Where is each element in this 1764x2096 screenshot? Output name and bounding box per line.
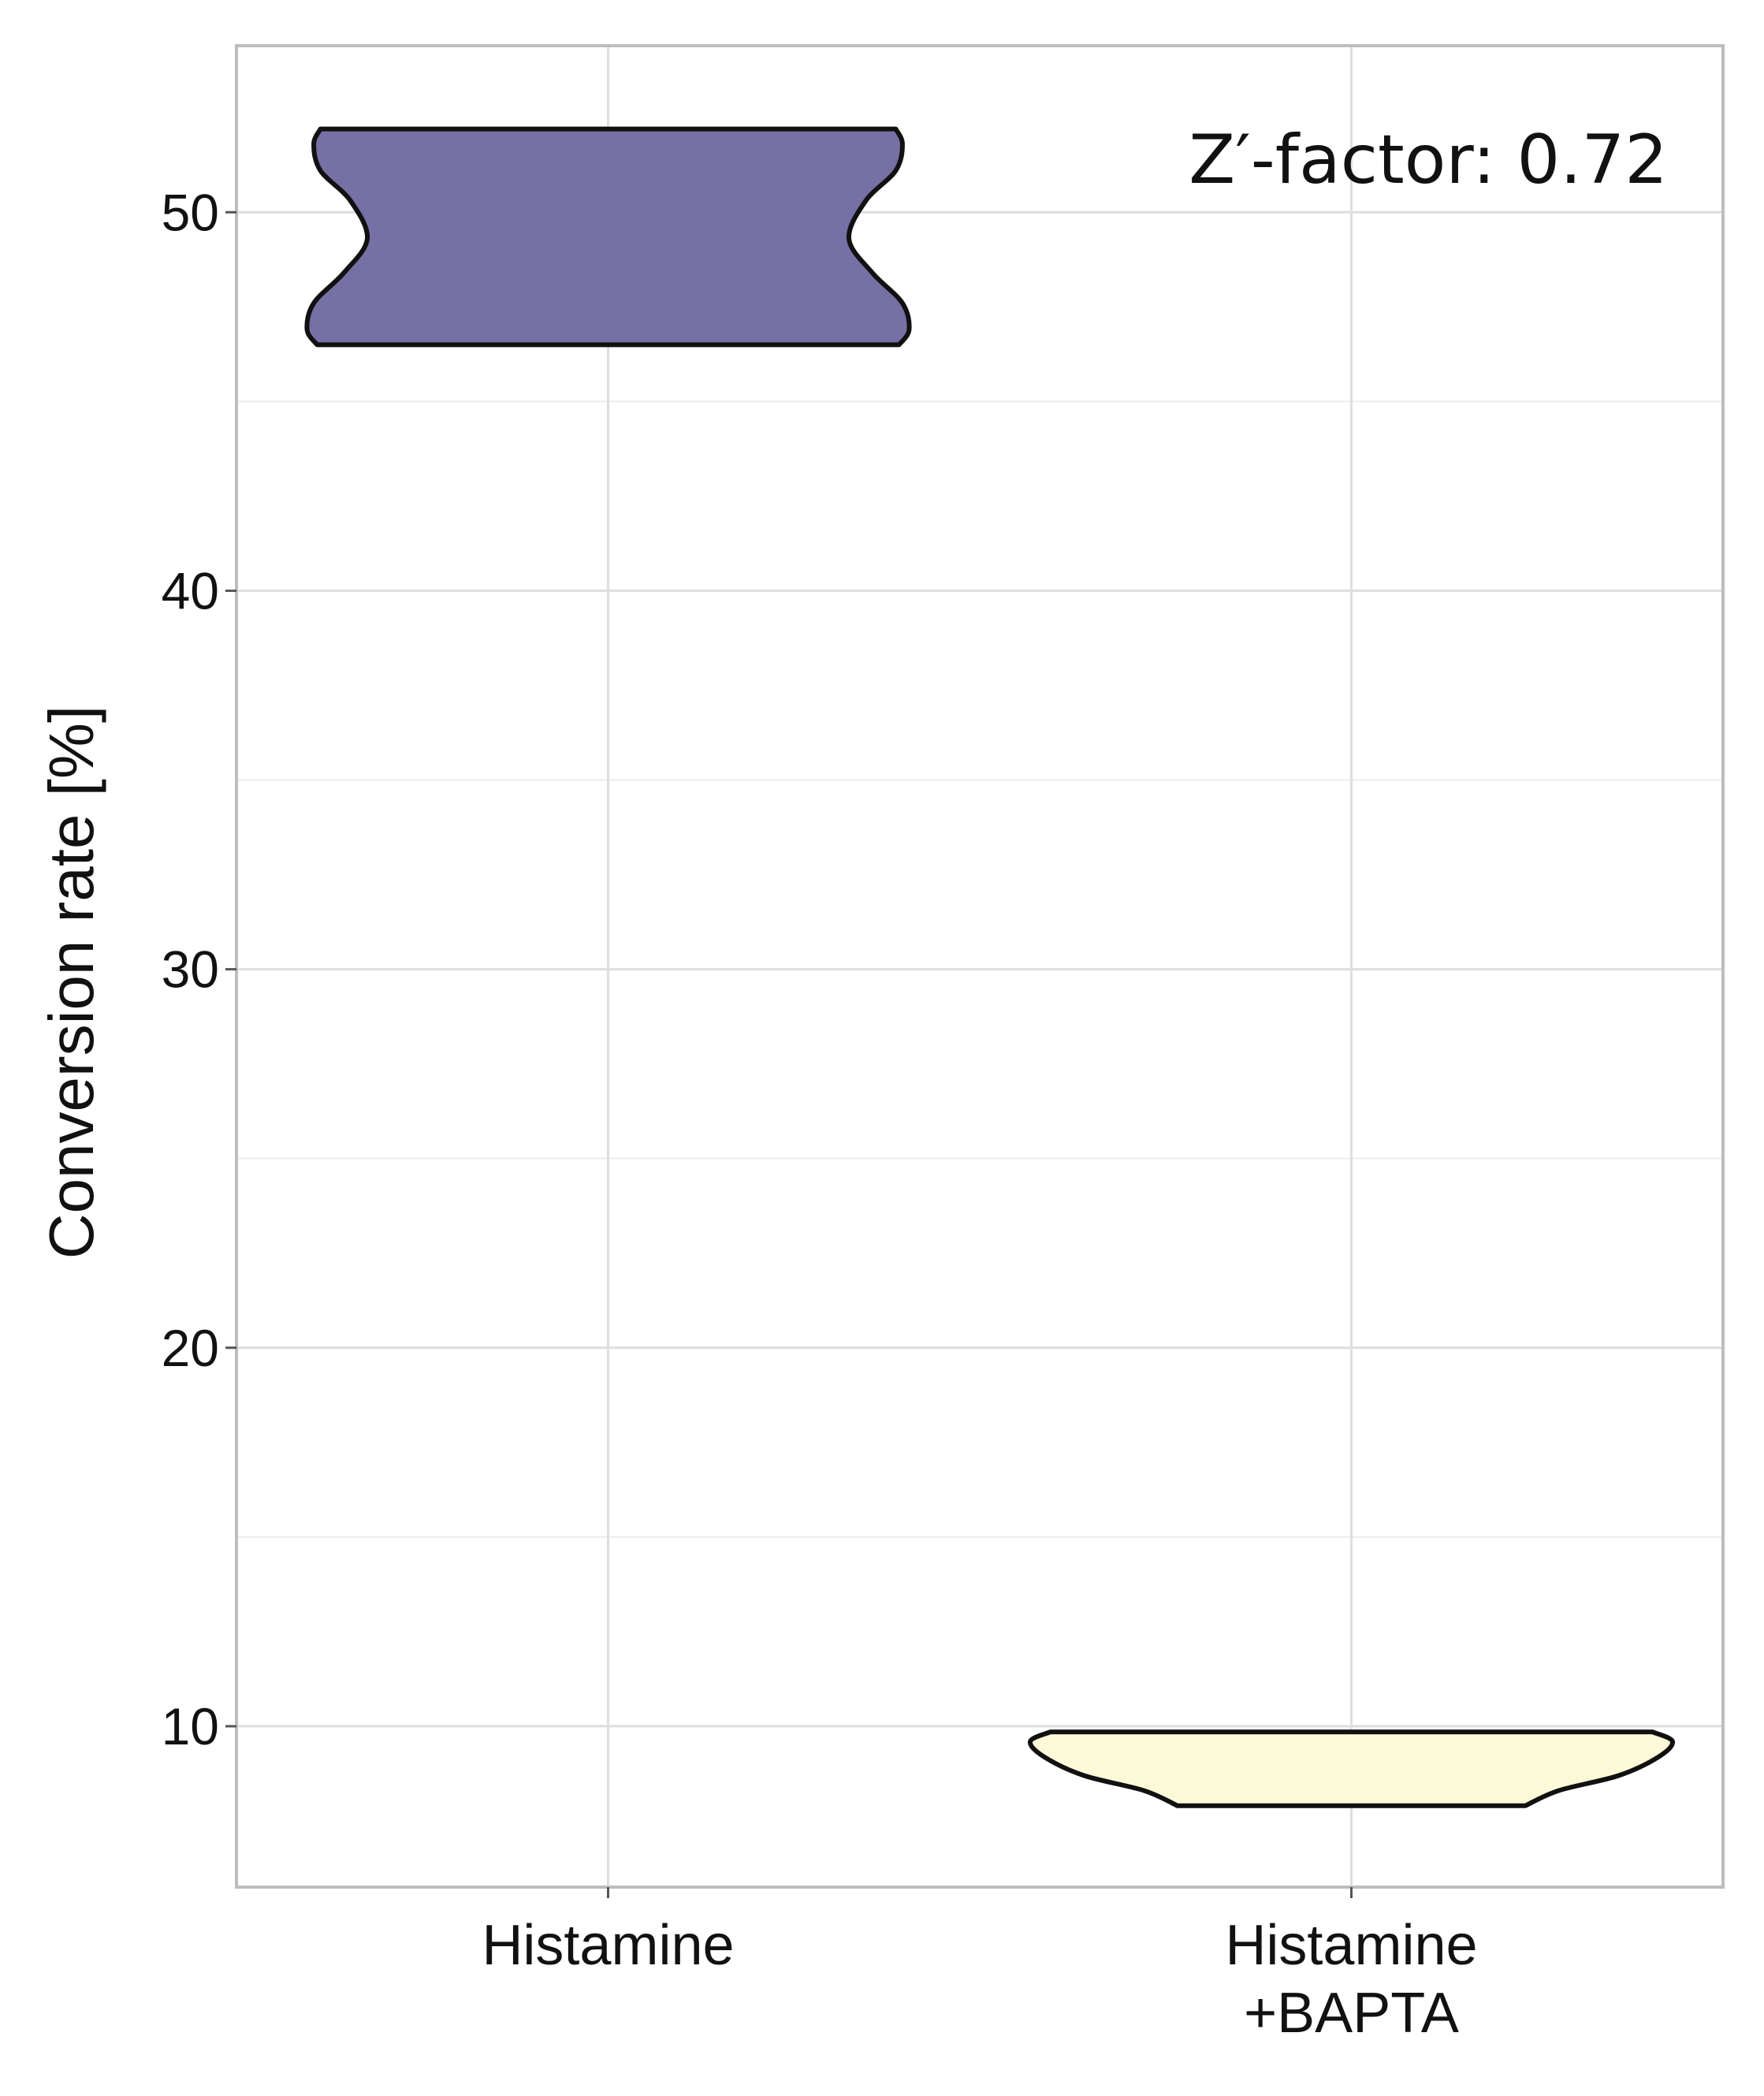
y-axis-title: Conversion rate [%] [36,705,106,1260]
violins [304,126,1676,1808]
x-category-label: Histamine [482,1914,734,1977]
y-tick-label: 30 [162,940,219,999]
y-tick-label: 40 [162,561,219,620]
plot-area-border [235,44,1725,1889]
grid-lines [236,46,1723,1887]
z-factor-annotation: Z′-factor: 0.72 [1189,121,1668,199]
violin-histamine [304,126,912,348]
y-tick-label: 20 [162,1319,219,1377]
x-category-label: Histamine +BAPTA [1225,1914,1477,2045]
violin-histamine-bapta [1027,1729,1676,1808]
y-tick-label: 10 [162,1697,219,1755]
axis-ticks: 10 20 30 40 50 Histamine Histamine +BAPTA [162,183,1478,2045]
y-tick-label: 50 [162,183,219,241]
